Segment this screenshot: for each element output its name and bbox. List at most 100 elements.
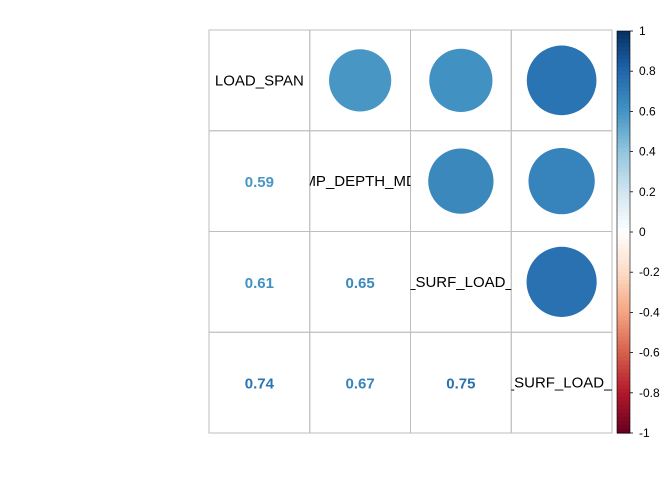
colorbar-segment [617, 75, 630, 80]
colorbar-segment [617, 99, 630, 104]
matrix-grid [208, 29, 613, 434]
colorbar-segment [617, 71, 630, 76]
colorbar-segment [617, 256, 630, 261]
colorbar-segment [617, 123, 630, 129]
variable-label: MP_DEPTH_MD [303, 173, 417, 190]
colorbar-segment [617, 191, 630, 197]
colorbar-segment [617, 31, 630, 36]
colorbar-segment [617, 284, 630, 289]
colorbar-segment [617, 428, 630, 434]
colorbar-segment [617, 63, 630, 68]
colorbar-segment [617, 179, 630, 185]
colorbar-segment [617, 400, 630, 406]
colorbar-segment [617, 372, 630, 378]
colorbar-tick-label: -0.2 [639, 265, 660, 279]
colorbar-segment [617, 227, 630, 233]
colorbar-segment [617, 171, 630, 177]
colorbar-segment [617, 215, 630, 221]
colorbar-segment [617, 252, 630, 257]
colorbar-segment [617, 384, 630, 390]
correlation-value: 0.59 [245, 174, 274, 191]
colorbar-segment [617, 304, 630, 309]
variable-label: K_SURF_LOAD_C [397, 274, 525, 291]
colorbar-tick-label: 0.2 [639, 185, 656, 199]
matrix-cells: LOAD_SPAN 0.59 MP_DEPTH_MD 0.61 0.65 K_SURF_L… [215, 45, 622, 393]
colorbar-segment [617, 348, 630, 354]
colorbar-segment [617, 35, 630, 40]
colorbar-segment [617, 360, 630, 366]
colorbar-segment [617, 376, 630, 382]
colorbar-segment [617, 240, 630, 245]
colorbar-segment [617, 352, 630, 358]
colorbar-segment [617, 223, 630, 229]
colorbar-segment [617, 211, 630, 217]
colorbar-segment [617, 203, 630, 209]
colorbar-tick-label: -1 [639, 426, 650, 440]
colorbar-tick-label: 0.6 [639, 104, 656, 118]
colorbar-tick-label: 0.8 [639, 64, 656, 78]
colorbar-segment [617, 328, 630, 334]
colorbar-segment [617, 175, 630, 181]
colorbar-segment [617, 404, 630, 410]
colorbar-tick-label: 0 [639, 225, 646, 239]
correlation-circle [526, 45, 597, 116]
colorbar-segment [617, 368, 630, 374]
colorbar-segment [617, 83, 630, 88]
colorbar-segment [617, 288, 630, 293]
colorbar-segment [617, 111, 630, 117]
colorbar-segment [617, 264, 630, 269]
colorbar-segment [617, 280, 630, 285]
colorbar-segment [617, 296, 630, 301]
colorbar-segment [617, 340, 630, 346]
colorbar-segment [617, 320, 630, 326]
colorbar-segment [617, 55, 630, 60]
colorbar-segment [617, 388, 630, 394]
colorbar-segment [617, 47, 630, 52]
colorbar-segment [617, 155, 630, 161]
colorbar-segment [617, 292, 630, 297]
colorbar-segment [617, 163, 630, 169]
colorbar-tick-label: 1 [639, 24, 646, 38]
colorbar-segment [617, 268, 630, 273]
colorbar-tick-label: 0.4 [639, 145, 656, 159]
colorbar-segment [617, 248, 630, 253]
colorbar-segment [617, 139, 630, 145]
colorbar-segment [617, 392, 630, 398]
correlation-circle [526, 246, 597, 317]
colorbar-segment [617, 199, 630, 205]
colorbar-segment [617, 336, 630, 342]
colorbar-segment [617, 39, 630, 44]
colorbar-segment [617, 232, 630, 237]
correlation-value: 0.61 [245, 275, 274, 292]
colorbar-segment [617, 119, 630, 125]
colorbar-segment [617, 167, 630, 173]
variable-label: I_SURF_LOAD_F [502, 375, 622, 392]
colorbar-segment [617, 95, 630, 100]
colorbar-segment [617, 91, 630, 96]
correlation-value: 0.74 [245, 376, 275, 393]
colorbar-segment [617, 420, 630, 426]
colorbar-segment [617, 159, 630, 165]
colorbar-segment [617, 344, 630, 350]
colorbar-segment [617, 87, 630, 92]
colorbar-segment [617, 272, 630, 277]
colorbar-segment [617, 408, 630, 414]
colorbar-tick-label: -0.4 [639, 305, 660, 319]
correlation-circle [528, 147, 595, 215]
colorbar-segment [617, 43, 630, 48]
colorbar-segment [617, 143, 630, 149]
colorbar-segment [617, 127, 630, 133]
colorbar-segment [617, 79, 630, 84]
colorbar-segment [617, 260, 630, 265]
colorbar-segment [617, 244, 630, 249]
correlation-circle [429, 48, 493, 113]
colorbar-segment [617, 103, 630, 108]
correlation-value: 0.75 [446, 376, 475, 393]
correlation-value: 0.65 [346, 275, 375, 292]
colorbar-tick-label: -0.8 [639, 386, 660, 400]
colorbar-segment [617, 416, 630, 422]
colorbar-segment [617, 316, 630, 322]
colorbar-segment [617, 195, 630, 201]
colorbar-segment [617, 107, 630, 112]
